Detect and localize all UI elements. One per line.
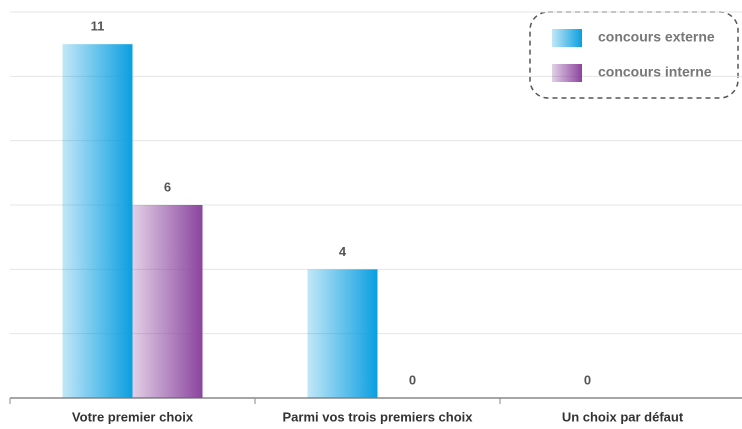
x-tick-label: Un choix par défaut	[562, 409, 684, 424]
x-tick-label: Parmi vos trois premiers choix	[282, 409, 473, 424]
legend-swatch	[552, 64, 582, 82]
data-label: 4	[339, 244, 347, 259]
bar	[307, 269, 378, 398]
data-label: 11	[91, 19, 105, 34]
legend-label: concours interne	[598, 64, 712, 80]
legend-label: concours externe	[598, 29, 715, 45]
data-label: 0	[584, 372, 591, 387]
x-tick-label: Votre premier choix	[72, 409, 194, 424]
legend-swatch	[552, 29, 582, 47]
data-label: 0	[409, 372, 416, 387]
legend-box	[529, 11, 739, 99]
bar	[132, 205, 203, 398]
data-label: 6	[164, 179, 171, 194]
bar	[62, 44, 133, 399]
